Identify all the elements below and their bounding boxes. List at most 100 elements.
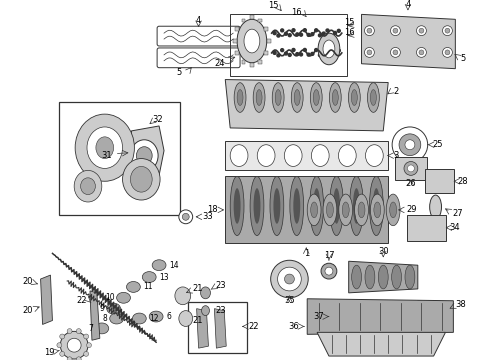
Circle shape [445, 28, 450, 33]
Ellipse shape [285, 274, 294, 284]
Circle shape [334, 51, 337, 54]
Ellipse shape [273, 188, 280, 224]
Ellipse shape [182, 213, 189, 220]
Ellipse shape [333, 188, 340, 224]
Ellipse shape [348, 83, 360, 112]
Ellipse shape [329, 83, 341, 112]
Circle shape [315, 49, 318, 51]
Circle shape [277, 54, 280, 57]
Text: 10: 10 [105, 293, 115, 302]
Ellipse shape [256, 90, 262, 105]
Circle shape [273, 51, 276, 54]
Text: 21: 21 [193, 316, 203, 325]
Ellipse shape [179, 210, 193, 224]
Ellipse shape [201, 306, 209, 316]
Circle shape [76, 329, 81, 334]
Ellipse shape [349, 176, 364, 235]
Circle shape [273, 32, 276, 35]
Circle shape [67, 357, 72, 360]
Ellipse shape [75, 114, 134, 181]
FancyBboxPatch shape [233, 39, 237, 43]
Text: 16: 16 [291, 8, 302, 17]
FancyBboxPatch shape [235, 27, 239, 31]
Ellipse shape [323, 194, 337, 226]
Circle shape [277, 34, 280, 37]
Ellipse shape [323, 40, 335, 58]
Ellipse shape [67, 338, 81, 352]
Ellipse shape [307, 194, 321, 226]
Circle shape [57, 343, 62, 348]
Text: 15: 15 [269, 1, 279, 10]
Text: 29: 29 [406, 206, 416, 215]
Ellipse shape [339, 194, 353, 226]
Polygon shape [416, 301, 452, 320]
Ellipse shape [358, 202, 365, 218]
Text: 25: 25 [433, 140, 443, 149]
Circle shape [307, 33, 310, 36]
Circle shape [442, 26, 452, 36]
Circle shape [326, 29, 329, 32]
Ellipse shape [291, 83, 303, 112]
Text: 4: 4 [196, 16, 201, 25]
Circle shape [60, 351, 65, 356]
Text: 21: 21 [193, 284, 203, 293]
Text: 4: 4 [405, 0, 411, 9]
Circle shape [367, 50, 372, 55]
FancyBboxPatch shape [395, 157, 427, 180]
Text: 24: 24 [215, 59, 225, 68]
Circle shape [307, 53, 310, 56]
Ellipse shape [132, 313, 146, 324]
Ellipse shape [310, 83, 322, 112]
Text: 30: 30 [378, 247, 389, 256]
Circle shape [419, 50, 424, 55]
Text: 15: 15 [344, 18, 354, 27]
Ellipse shape [237, 90, 243, 105]
Polygon shape [317, 332, 445, 356]
Ellipse shape [142, 271, 156, 283]
Text: 18: 18 [207, 206, 218, 215]
Ellipse shape [353, 188, 360, 224]
Ellipse shape [373, 188, 380, 224]
Ellipse shape [272, 83, 284, 112]
Text: 36: 36 [289, 322, 299, 331]
Polygon shape [41, 275, 52, 324]
Ellipse shape [405, 140, 415, 150]
Ellipse shape [294, 188, 300, 224]
Ellipse shape [310, 176, 323, 235]
Circle shape [303, 29, 306, 32]
Ellipse shape [234, 188, 241, 224]
Polygon shape [225, 80, 388, 131]
Polygon shape [307, 299, 453, 334]
Polygon shape [362, 14, 455, 69]
Circle shape [84, 351, 89, 356]
Ellipse shape [351, 90, 357, 105]
Text: 14: 14 [169, 261, 178, 270]
Ellipse shape [408, 165, 415, 172]
Ellipse shape [107, 303, 121, 314]
Text: 12: 12 [149, 314, 159, 323]
Ellipse shape [404, 162, 418, 175]
Ellipse shape [311, 145, 329, 166]
Ellipse shape [130, 166, 152, 192]
Ellipse shape [270, 176, 284, 235]
FancyBboxPatch shape [235, 51, 239, 55]
FancyBboxPatch shape [258, 60, 262, 63]
Circle shape [315, 29, 318, 32]
Ellipse shape [318, 33, 340, 65]
Text: 13: 13 [159, 273, 169, 282]
Ellipse shape [130, 140, 158, 171]
Ellipse shape [275, 90, 281, 105]
Circle shape [60, 334, 65, 339]
Text: 16: 16 [344, 28, 354, 37]
Ellipse shape [374, 202, 381, 218]
Ellipse shape [110, 313, 123, 324]
Circle shape [311, 53, 314, 55]
Ellipse shape [368, 83, 379, 112]
Text: 27: 27 [452, 210, 463, 219]
Circle shape [416, 26, 426, 36]
Circle shape [288, 34, 291, 37]
FancyBboxPatch shape [242, 60, 245, 63]
Polygon shape [196, 309, 208, 348]
Circle shape [296, 33, 299, 36]
Text: 38: 38 [455, 300, 466, 309]
